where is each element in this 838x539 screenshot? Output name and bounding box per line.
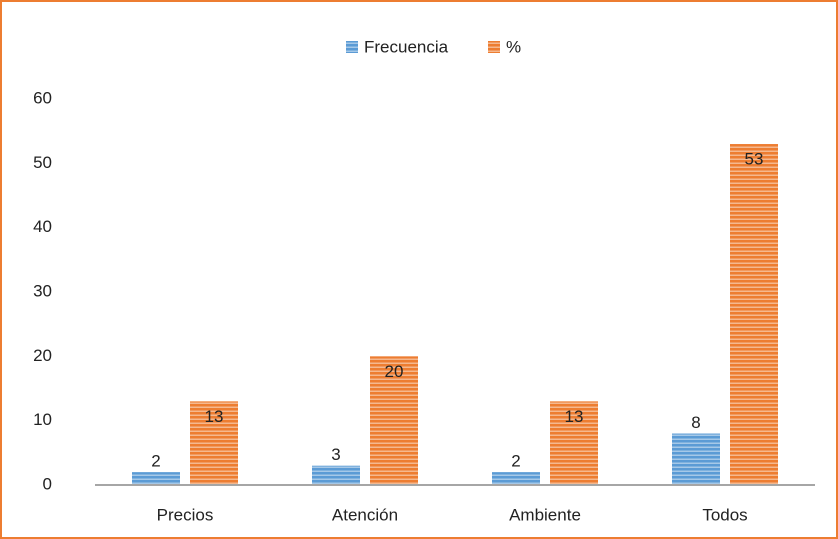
data-label: 2: [511, 452, 520, 471]
x-tick-label: Precios: [157, 505, 214, 524]
data-label: 2: [151, 452, 160, 471]
bar: [672, 433, 720, 485]
y-tick-label: 20: [33, 346, 52, 365]
x-tick-label: Atención: [332, 505, 398, 524]
x-tick-label: Ambiente: [509, 505, 581, 524]
data-label: 3: [331, 445, 340, 464]
bar: [370, 356, 418, 485]
data-label: 13: [565, 407, 584, 426]
bar: [730, 144, 778, 486]
bar: [550, 401, 598, 485]
y-tick-label: 10: [33, 410, 52, 429]
y-tick-label: 30: [33, 281, 52, 300]
y-tick-label: 50: [33, 153, 52, 172]
y-tick-label: 40: [33, 217, 52, 236]
legend-swatch: [488, 41, 500, 53]
bar: [132, 472, 180, 485]
data-label: 13: [205, 407, 224, 426]
data-label: 53: [745, 150, 764, 169]
data-label: 8: [691, 413, 700, 432]
legend-label: Frecuencia: [364, 37, 449, 56]
y-tick-label: 60: [33, 88, 52, 107]
x-tick-label: Todos: [702, 505, 747, 524]
legend-label: %: [506, 37, 521, 56]
bar: [312, 465, 360, 485]
legend-swatch: [346, 41, 358, 53]
bar: [492, 472, 540, 485]
y-tick-label: 0: [43, 474, 52, 493]
bar: [190, 401, 238, 485]
data-label: 20: [385, 362, 404, 381]
